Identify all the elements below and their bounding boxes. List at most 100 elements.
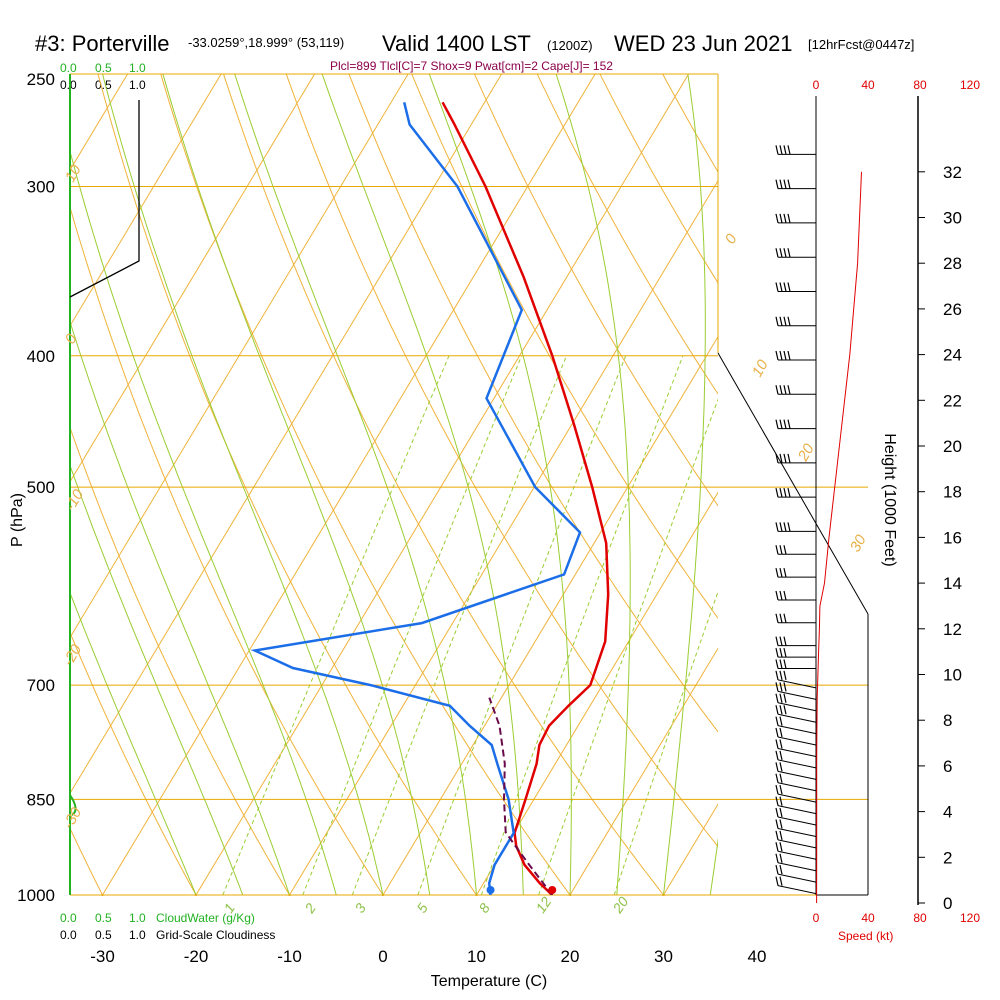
wind-barb-flag bbox=[787, 145, 791, 155]
cloudiness-label: Grid-Scale Cloudiness bbox=[156, 928, 275, 942]
wind-barb-flag bbox=[775, 350, 779, 361]
wind-barb-staff bbox=[777, 782, 817, 792]
mixing-ratio-label: 2 bbox=[301, 900, 319, 917]
wind-barb bbox=[775, 727, 817, 746]
dry-adiabat-line bbox=[348, 74, 718, 733]
wind-barb bbox=[775, 739, 817, 757]
wind-barb bbox=[775, 419, 816, 430]
wind-barb-flag bbox=[775, 807, 779, 818]
isotherm-line bbox=[194, 74, 690, 896]
wind-barb-flag bbox=[775, 248, 779, 258]
wind-barb-flag bbox=[779, 762, 783, 772]
wind-barb-flag bbox=[779, 830, 783, 841]
top-black-tick: 0.0 bbox=[60, 78, 77, 92]
wind-barb bbox=[775, 567, 816, 578]
wind-barb-staff bbox=[777, 713, 817, 723]
wind-barb-flag bbox=[783, 350, 787, 361]
dry-adiabat-line bbox=[839, 55, 1000, 924]
dry-adiabat-line bbox=[70, 631, 198, 896]
wind-barb-staff bbox=[777, 759, 817, 769]
wind-barb-flag bbox=[779, 636, 783, 646]
wind-speed-profile bbox=[816, 171, 862, 904]
wind-barb-flag bbox=[775, 453, 779, 463]
temperature-tick-label: 10 bbox=[467, 947, 486, 966]
top-green-tick: 0.0 bbox=[60, 61, 77, 75]
top-green-tick: 1.0 bbox=[129, 61, 146, 75]
speed-bottom-tick: 0 bbox=[813, 911, 820, 925]
wind-barb-staff bbox=[777, 702, 817, 712]
wind-barb-staff bbox=[777, 862, 817, 872]
height-tick-label: 20 bbox=[943, 437, 962, 456]
wind-barb-flag bbox=[783, 145, 787, 155]
wind-barb-flag bbox=[783, 682, 787, 692]
wind-barb-flag bbox=[787, 213, 791, 224]
cloudwater-tick: 0.5 bbox=[95, 911, 112, 925]
pressure-axis-ticks: 250 300 400 500 700 850 1000 bbox=[17, 70, 55, 905]
wind-barb-flag bbox=[779, 385, 783, 395]
pressure-tick-label: 250 bbox=[27, 70, 55, 89]
wind-barb-staff bbox=[777, 885, 817, 895]
wind-barb-flag bbox=[779, 350, 783, 361]
wind-barb bbox=[775, 682, 817, 700]
dry-adiabat-line bbox=[599, 74, 718, 284]
wind-barb-flag bbox=[775, 865, 779, 875]
cloudwater-tick: 0.0 bbox=[60, 911, 77, 925]
wind-barb-flag bbox=[779, 659, 783, 669]
mixing-ratio-label: 5 bbox=[413, 900, 431, 916]
wind-barb-flag bbox=[775, 613, 779, 623]
cloudwater-label: CloudWater (g/Kg) bbox=[156, 911, 255, 925]
moist-adiabat-line bbox=[234, 74, 477, 896]
moist-adiabat-line bbox=[70, 149, 337, 896]
height-tick-label: 28 bbox=[943, 254, 962, 273]
wind-barb-staff bbox=[777, 805, 817, 815]
wind-barb-flag bbox=[775, 659, 779, 669]
valid-date: WED 23 Jun 2021 bbox=[614, 31, 793, 56]
moist-adiabat-line bbox=[70, 320, 290, 896]
temperature-tick-label: 40 bbox=[748, 947, 767, 966]
wind-barb-flag bbox=[779, 613, 783, 623]
wind-barb-flag bbox=[779, 865, 783, 875]
wind-barb-staff bbox=[777, 873, 817, 883]
sounding-parameters: Plcl=899 Tlcl[C]=7 Shox=9 Pwat[cm]=2 Cap… bbox=[330, 59, 613, 73]
wind-barb-flag bbox=[787, 453, 791, 463]
valid-utc: (1200Z) bbox=[547, 38, 593, 53]
wind-barb-flag bbox=[775, 727, 779, 738]
wind-barb-staff bbox=[777, 770, 817, 780]
cloudiness-tick: 0.5 bbox=[95, 928, 112, 942]
wind-barb-flag bbox=[775, 705, 779, 715]
wind-barb-flag bbox=[783, 385, 787, 395]
wind-barb-flag bbox=[787, 487, 791, 498]
dry-adiabat-line bbox=[964, 55, 1000, 924]
speed-top-tick: 120 bbox=[960, 78, 980, 92]
mixing-ratio-label: 3 bbox=[351, 900, 369, 916]
height-tick-label: 10 bbox=[943, 666, 962, 685]
wind-barb-flag bbox=[783, 567, 787, 578]
wind-barb-flag bbox=[779, 705, 783, 715]
wind-barb-flag bbox=[775, 762, 779, 772]
dry-adiabat-line bbox=[473, 74, 718, 507]
temperature-axis-ticks: -30 -20 -10 0 10 20 30 40 bbox=[90, 947, 766, 966]
speed-top-tick: 40 bbox=[861, 78, 875, 92]
wind-barb-flag bbox=[775, 636, 779, 646]
height-tick-label: 24 bbox=[943, 346, 962, 365]
isotherm-label: 0 bbox=[722, 231, 741, 247]
dry-adiabat-line bbox=[536, 74, 718, 395]
speed-bottom-tick: 120 bbox=[960, 911, 980, 925]
wind-barb bbox=[775, 705, 817, 723]
wind-barb-staff bbox=[777, 690, 817, 700]
dry-adiabat-line bbox=[97, 74, 478, 896]
pressure-tick-label: 850 bbox=[27, 790, 55, 809]
wind-barb bbox=[775, 350, 816, 361]
wind-barb-flag bbox=[783, 487, 787, 498]
isotherm-line bbox=[927, 55, 1000, 924]
wind-barb bbox=[775, 636, 816, 647]
wind-barbs bbox=[775, 145, 817, 895]
wind-barb-flag bbox=[779, 453, 783, 463]
wind-barb-flag bbox=[783, 522, 787, 532]
wind-barb-flag bbox=[779, 785, 783, 795]
wind-barb-staff bbox=[777, 747, 817, 757]
wind-barb-flag bbox=[787, 179, 791, 189]
isotherm-label: 10 bbox=[749, 356, 772, 380]
mixing-ratio-line bbox=[613, 590, 718, 896]
wind-barb-flag bbox=[783, 545, 787, 555]
